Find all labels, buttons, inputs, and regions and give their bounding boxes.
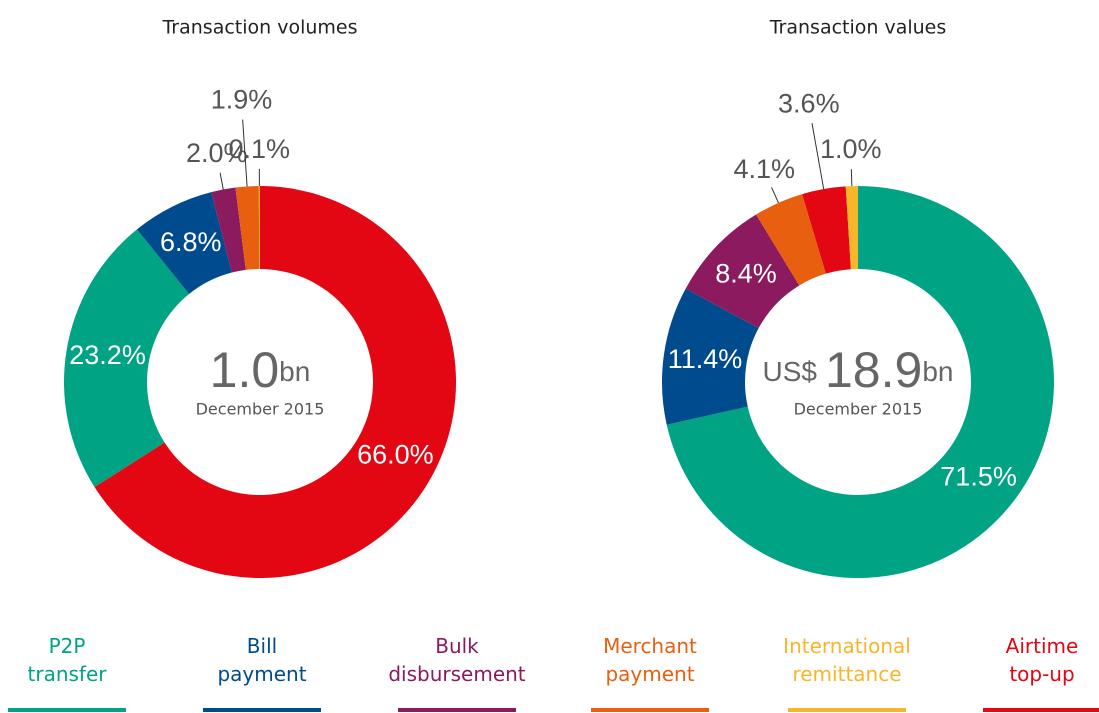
slice <box>136 192 232 295</box>
legend-swatch <box>203 708 321 712</box>
slice <box>94 186 457 578</box>
center-unit: bn <box>279 356 310 387</box>
center-number: 1.0 <box>210 342 280 398</box>
slice <box>845 186 858 270</box>
legend-swatch <box>8 708 126 712</box>
center-unit: bn <box>922 356 953 387</box>
legend-swatch <box>591 708 709 712</box>
center-value: US$ 18.9bn <box>763 342 954 398</box>
leader-line <box>771 187 779 204</box>
data-label: 23.2% <box>69 340 146 370</box>
center-caption: December 2015 <box>794 400 923 419</box>
slice <box>802 186 851 274</box>
center-value: 1.0bn <box>210 342 311 398</box>
center-prefix: US$ <box>763 356 818 387</box>
data-label: 71.5% <box>940 462 1017 492</box>
legend-swatch <box>788 708 906 712</box>
data-label: 1.9% <box>211 85 273 115</box>
legend-label: P2P transfer <box>27 634 107 686</box>
leader-line <box>242 119 248 187</box>
chart-title: Transaction values <box>769 17 947 39</box>
data-label: 6.8% <box>160 227 222 257</box>
legend-label: International remittance <box>783 634 911 686</box>
slice <box>235 186 260 270</box>
leader-line <box>850 169 853 187</box>
data-label: 11.4% <box>668 344 743 374</box>
center-caption: December 2015 <box>196 400 325 419</box>
slice <box>211 187 246 273</box>
data-label: 66.0% <box>357 440 434 470</box>
chart-title: Transaction volumes <box>161 17 357 39</box>
slice <box>63 229 190 488</box>
legend-label: Airtime top-up <box>1005 634 1079 686</box>
slice <box>685 214 800 329</box>
data-label: 0.1% <box>229 134 291 164</box>
legend-swatch <box>983 708 1099 712</box>
data-label: 4.1% <box>733 154 795 184</box>
legend-swatch <box>398 708 516 712</box>
slice <box>756 194 826 286</box>
leader-line <box>219 172 224 190</box>
slice <box>666 186 1054 579</box>
data-label: 1.0% <box>820 134 882 164</box>
legend-label: Bill payment <box>217 634 307 686</box>
slice <box>662 288 759 425</box>
center-number: 18.9 <box>825 342 922 398</box>
data-label: 3.6% <box>778 88 840 118</box>
slice <box>258 186 260 270</box>
legend-label: Bulk disbursement <box>388 634 526 686</box>
legend-label: Merchant payment <box>603 634 697 686</box>
data-label: 2.0% <box>186 138 248 168</box>
leader-line <box>811 122 825 190</box>
data-label: 8.4% <box>715 259 777 289</box>
